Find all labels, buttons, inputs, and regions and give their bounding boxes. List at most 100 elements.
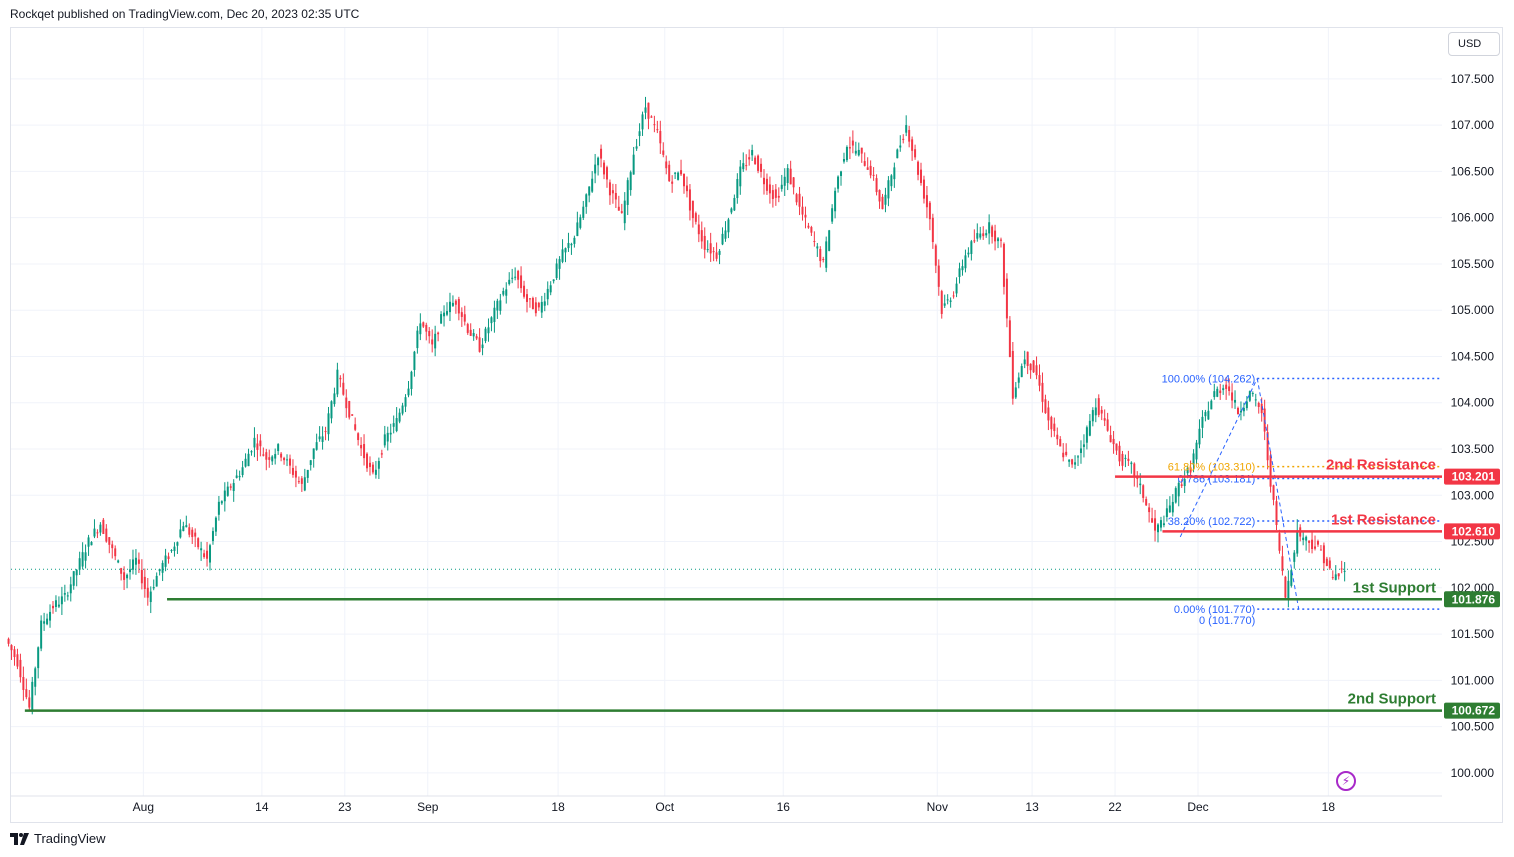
- y-tick-label: 101.500: [1451, 627, 1495, 641]
- candle-body: [677, 172, 680, 180]
- candle-body: [857, 149, 860, 156]
- x-tick-label: 16: [777, 800, 791, 814]
- candle-body: [1139, 483, 1142, 486]
- candle-body: [149, 591, 152, 603]
- candle-body: [1311, 539, 1314, 549]
- candle-body: [1222, 388, 1225, 391]
- candle-body: [336, 369, 339, 395]
- candle-body: [1165, 508, 1168, 518]
- candle-body: [312, 448, 315, 459]
- candle-body: [176, 542, 179, 546]
- candle-body: [126, 574, 129, 579]
- lightning-icon[interactable]: ⚡: [1336, 771, 1356, 791]
- candle-body: [1094, 407, 1097, 416]
- candle-body: [1038, 375, 1041, 386]
- candle-body: [739, 166, 742, 187]
- candle-body: [1245, 401, 1248, 409]
- candle-body: [229, 486, 232, 488]
- candle-body: [798, 193, 801, 207]
- candle-body: [1017, 377, 1020, 383]
- y-tick-label: 103.500: [1451, 442, 1495, 456]
- candle-body: [1109, 435, 1112, 443]
- candle-body: [997, 238, 1000, 242]
- candle-body: [238, 475, 241, 478]
- candle-body: [143, 576, 146, 590]
- candle-body: [81, 552, 84, 567]
- candle-body: [265, 452, 268, 460]
- candle-body: [1216, 388, 1219, 397]
- candle-body: [768, 184, 771, 194]
- candle-body: [1251, 393, 1254, 395]
- candle-body: [7, 638, 10, 644]
- candle-body: [283, 457, 286, 461]
- candle-body: [478, 337, 481, 352]
- candle-body: [324, 431, 327, 433]
- fib-level-label: 0.786 (103.181): [1178, 474, 1256, 486]
- candle-body: [887, 180, 890, 199]
- candle-body: [665, 161, 668, 169]
- candle-body: [158, 569, 161, 572]
- candle-body: [105, 528, 108, 542]
- candle-body: [235, 475, 238, 478]
- candle-body: [253, 437, 256, 448]
- candle-body: [182, 526, 185, 532]
- candle-body: [629, 172, 632, 191]
- level-name: 2nd Support: [1348, 691, 1436, 708]
- candle-body: [688, 189, 691, 211]
- candle-body: [831, 208, 834, 222]
- candle-body: [140, 569, 143, 584]
- x-tick-label: Sep: [417, 800, 439, 814]
- candle-body: [668, 164, 671, 182]
- chart-frame: [10, 27, 1503, 823]
- candle-body: [502, 290, 505, 295]
- candle-body: [1275, 501, 1278, 526]
- candle-body: [363, 444, 366, 459]
- candle-body: [111, 544, 114, 549]
- candle-body: [1056, 434, 1059, 440]
- candle-body: [760, 163, 763, 172]
- candle-body: [102, 519, 105, 535]
- candle-body: [958, 268, 961, 277]
- currency-button[interactable]: USD: [1448, 32, 1500, 56]
- fib-level-label: 0 (101.770): [1199, 615, 1255, 627]
- candle-body: [466, 324, 469, 333]
- candle-body: [1314, 546, 1317, 549]
- candle-body: [1157, 524, 1160, 533]
- candle-body: [709, 243, 712, 254]
- candle-body: [1026, 351, 1029, 366]
- x-tick-label: 18: [1322, 800, 1336, 814]
- candle-body: [137, 559, 140, 564]
- candle-body: [19, 659, 22, 678]
- candle-body: [543, 301, 546, 306]
- candle-body: [611, 190, 614, 194]
- candle-body: [288, 458, 291, 466]
- candle-body: [357, 433, 360, 441]
- candle-body: [1213, 391, 1216, 398]
- candle-body: [1325, 558, 1328, 566]
- candle-body: [662, 150, 665, 155]
- candle-body: [1219, 390, 1222, 394]
- candle-body: [1011, 350, 1014, 399]
- candle-body: [712, 251, 715, 253]
- candle-body: [1014, 387, 1017, 398]
- candle-body: [1023, 359, 1026, 365]
- candle-body: [706, 249, 709, 251]
- candle-body: [294, 470, 297, 478]
- candle-body: [762, 177, 765, 185]
- candle-body: [1281, 556, 1284, 572]
- candle-body: [751, 149, 754, 156]
- y-tick-label: 106.000: [1451, 211, 1495, 225]
- candle-body: [1065, 451, 1068, 456]
- candle-body: [1148, 507, 1151, 513]
- candle-body: [1020, 366, 1023, 378]
- candle-body: [552, 279, 555, 282]
- candle-body: [226, 486, 229, 496]
- candle-body: [816, 246, 819, 249]
- candle-body: [819, 249, 822, 262]
- candle-body: [1174, 488, 1177, 503]
- candle-body: [605, 167, 608, 180]
- y-tick-label: 107.500: [1451, 72, 1495, 86]
- candle-body: [401, 405, 404, 414]
- candle-body: [247, 453, 250, 467]
